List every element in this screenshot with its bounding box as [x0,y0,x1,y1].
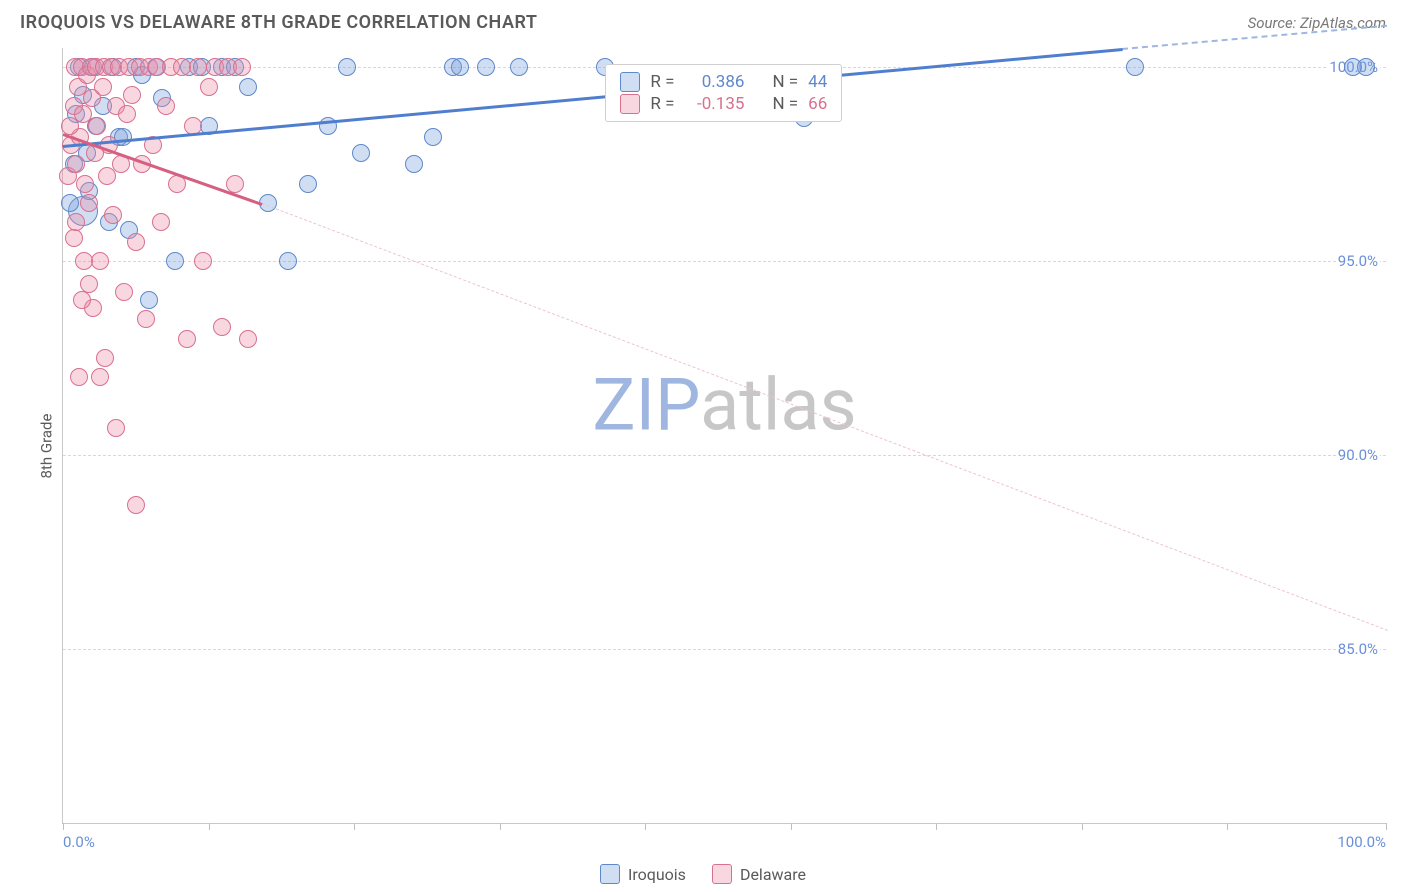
scatter-point [194,252,212,270]
legend-label: Delaware [740,865,806,884]
y-tick-label: 85.0% [1336,640,1380,658]
scatter-point [352,144,370,162]
stat-r-value: -0.135 [684,94,744,114]
gridline-h [63,455,1386,456]
stat-n-label: N = [772,72,798,92]
scatter-point [140,291,158,309]
scatter-point [67,213,85,231]
scatter-point [299,175,317,193]
gridline-h [63,649,1386,650]
x-tick [500,823,501,830]
scatter-point [424,128,442,146]
scatter-point [1357,58,1375,76]
chart-title: IROQUOIS VS DELAWARE 8TH GRADE CORRELATI… [20,12,537,33]
scatter-point [67,155,85,173]
gridline-h [63,261,1386,262]
stat-r-label: R = [650,94,674,114]
chart-area: 8th Grade ZIPatlas 85.0%90.0%95.0%100.0%… [20,48,1386,844]
legend-label: Iroquois [628,865,686,884]
scatter-point [70,368,88,386]
scatter-point [80,194,98,212]
scatter-point [510,58,528,76]
legend-swatch [620,72,640,92]
y-axis-label: 8th Grade [37,414,55,479]
scatter-point [61,117,79,135]
stat-n-value: 44 [808,72,827,92]
scatter-point [61,194,79,212]
scatter-point [226,175,244,193]
scatter-point [115,283,133,301]
scatter-point [91,252,109,270]
stats-row: R = -0.135 N = 66 [620,93,827,115]
legend-item: Iroquois [600,864,686,884]
x-tick [209,823,210,830]
x-tick-label-right: 100.0% [1337,833,1386,851]
x-tick [1386,823,1387,830]
x-tick [354,823,355,830]
scatter-point [200,78,218,96]
scatter-point [189,58,207,76]
scatter-point [1126,58,1144,76]
scatter-point [91,368,109,386]
y-tick-label: 90.0% [1336,446,1380,464]
stat-n-label: N = [772,94,798,114]
scatter-point [118,105,136,123]
trend-line [261,203,1387,631]
legend-swatch [600,864,620,884]
scatter-point [75,252,93,270]
stats-row: R = 0.386 N = 44 [620,71,827,93]
scatter-point [94,78,112,96]
scatter-point [123,86,141,104]
x-tick [1082,823,1083,830]
scatter-point [239,78,257,96]
scatter-point [338,58,356,76]
scatter-point [76,175,94,193]
scatter-point [73,291,91,309]
watermark: ZIPatlas [592,362,856,447]
scatter-point [213,318,231,336]
scatter-point [157,97,175,115]
stats-box: R = 0.386 N = 44 R = -0.135 N = 66 [605,64,842,122]
x-tick [1227,823,1228,830]
scatter-point [239,330,257,348]
legend: Iroquois Delaware [0,864,1406,884]
x-tick [63,823,64,830]
scatter-point [279,252,297,270]
scatter-point [96,349,114,367]
x-tick [791,823,792,830]
scatter-point [88,117,106,135]
source-attribution: Source: ZipAtlas.com [1248,14,1386,32]
stat-r-value: 0.386 [684,72,744,92]
x-tick [936,823,937,830]
stat-n-value: 66 [808,94,827,114]
scatter-point [451,58,469,76]
scatter-point [127,233,145,251]
legend-swatch [712,864,732,884]
scatter-point [65,229,83,247]
scatter-point [107,419,125,437]
scatter-point [178,330,196,348]
scatter-point [477,58,495,76]
plot-region: ZIPatlas 85.0%90.0%95.0%100.0%0.0%100.0%… [62,48,1386,824]
scatter-point [127,496,145,514]
x-tick-label-left: 0.0% [63,833,95,851]
scatter-point [166,252,184,270]
scatter-point [405,155,423,173]
y-tick-label: 95.0% [1336,252,1380,270]
legend-swatch [620,94,640,114]
legend-item: Delaware [712,864,806,884]
stat-r-label: R = [650,72,674,92]
x-tick [645,823,646,830]
scatter-point [137,310,155,328]
scatter-point [152,213,170,231]
scatter-point [104,206,122,224]
scatter-point [233,58,251,76]
